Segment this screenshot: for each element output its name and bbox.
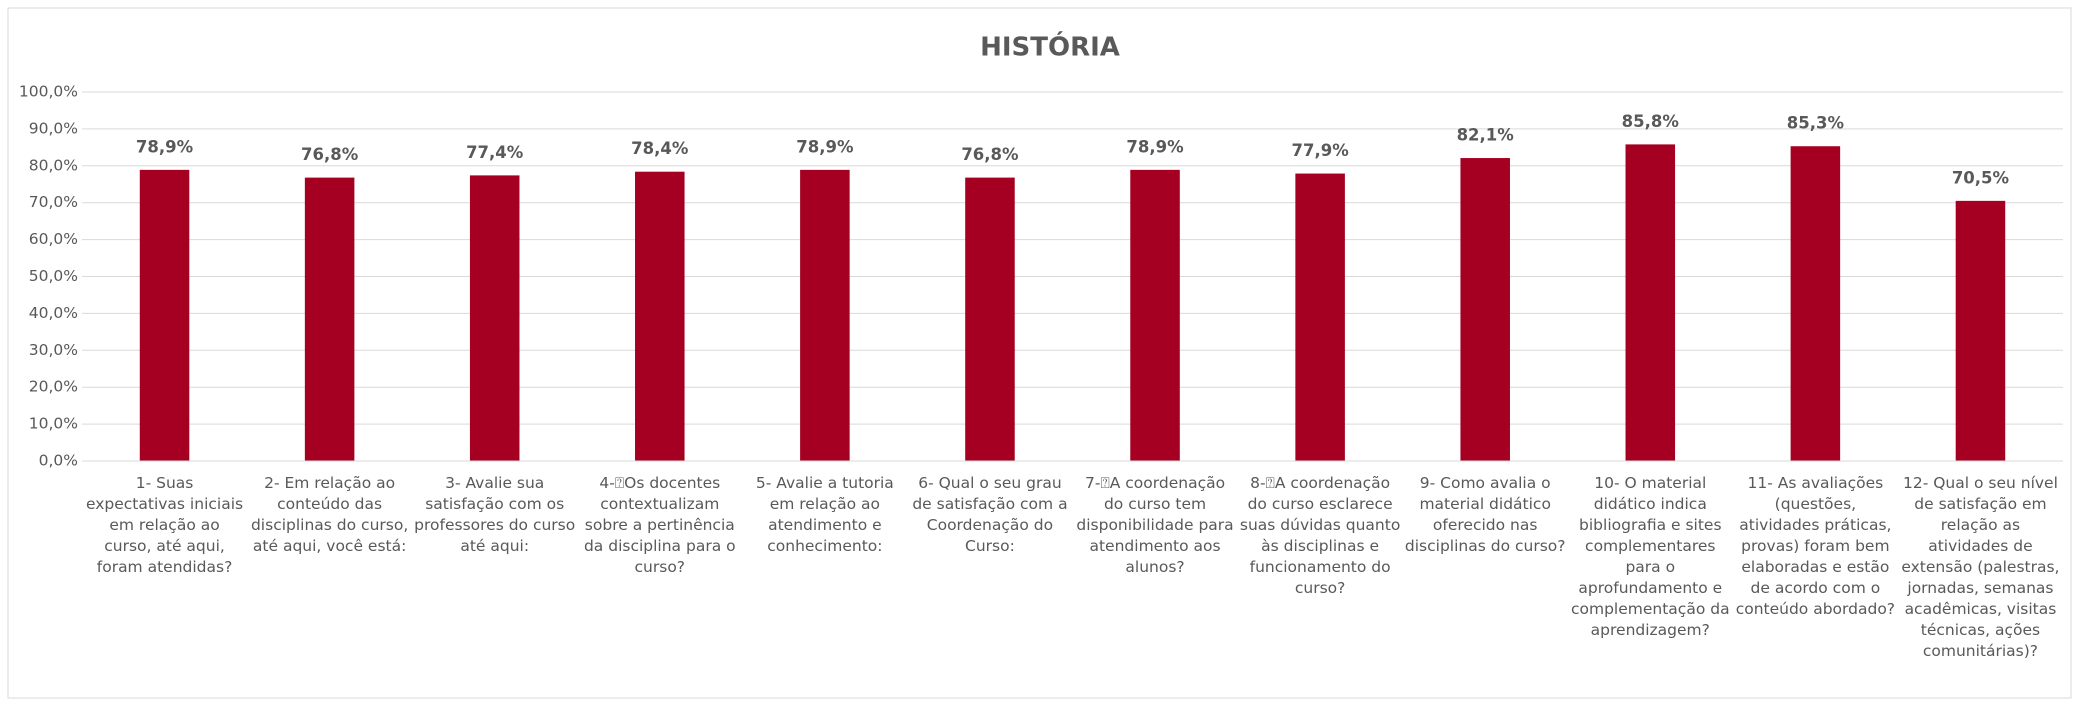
x-tick-label: 2- Em relação ao conteúdo das disciplina… xyxy=(250,474,409,555)
chart-frame xyxy=(7,7,2072,699)
bar xyxy=(1955,200,2006,462)
bar xyxy=(304,177,355,461)
bar xyxy=(965,177,1015,461)
x-tick-label: 3- Avalie sua satisfação com os professo… xyxy=(414,474,576,555)
data-label: 78,9% xyxy=(136,137,194,156)
bar xyxy=(1790,146,1841,462)
data-label: 77,9% xyxy=(1292,141,1350,160)
x-tick-label: 11- As avaliações (questões, atividades … xyxy=(1735,474,1896,618)
bar xyxy=(469,175,520,462)
bar xyxy=(800,169,850,461)
x-tick-label: 7-⍰A coordenação do curso tem disponibil… xyxy=(1076,474,1234,576)
y-tick-label: 100,0% xyxy=(19,83,78,101)
bar xyxy=(139,169,190,461)
data-label: 78,9% xyxy=(796,137,854,156)
y-tick-label: 20,0% xyxy=(29,378,78,396)
data-label: 85,3% xyxy=(1787,114,1845,133)
data-label: 76,8% xyxy=(301,145,359,164)
data-label: 82,1% xyxy=(1457,126,1515,145)
data-label: 85,8% xyxy=(1622,112,1680,131)
y-tick-label: 10,0% xyxy=(29,415,78,433)
data-label: 76,8% xyxy=(961,145,1019,164)
y-tick-label: 60,0% xyxy=(29,230,78,248)
data-label: 77,4% xyxy=(466,143,524,162)
data-label: 78,9% xyxy=(1126,137,1184,156)
data-label: 70,5% xyxy=(1952,168,2010,187)
y-tick-label: 50,0% xyxy=(29,267,78,285)
x-tick-label: 6- Qual o seu grau de satisfação com a C… xyxy=(912,474,1068,555)
y-tick-label: 80,0% xyxy=(29,156,78,174)
x-tick-label: 5- Avalie a tutoria em relação ao atendi… xyxy=(755,474,894,555)
bar xyxy=(1625,144,1676,461)
x-tick-label: 1- Suas expectativas iniciais em relação… xyxy=(85,474,244,576)
x-tick-label: 9- Como avalia o material didático ofere… xyxy=(1404,474,1566,555)
x-tick-label: 8-⍰A coordenação do curso esclarece suas… xyxy=(1239,474,1401,597)
x-tick-label: 12- Qual o seu nível de satisfação em re… xyxy=(1901,474,2060,660)
bar xyxy=(1130,169,1180,461)
bar xyxy=(1460,158,1510,461)
data-label: 78,4% xyxy=(631,139,689,158)
chart-title: HISTÓRIA xyxy=(980,31,1120,63)
y-tick-label: 0,0% xyxy=(39,452,78,470)
bar xyxy=(635,171,685,462)
x-tick-label: 10- O material didático indica bibliogra… xyxy=(1570,474,1730,639)
bar xyxy=(1295,173,1345,461)
y-tick-label: 90,0% xyxy=(29,119,78,137)
x-tick-label: 4-⍰Os docentes contextualizam sobre a pe… xyxy=(583,474,736,576)
y-tick-label: 70,0% xyxy=(29,193,78,211)
y-tick-label: 40,0% xyxy=(29,304,78,322)
y-tick-label: 30,0% xyxy=(29,341,78,359)
